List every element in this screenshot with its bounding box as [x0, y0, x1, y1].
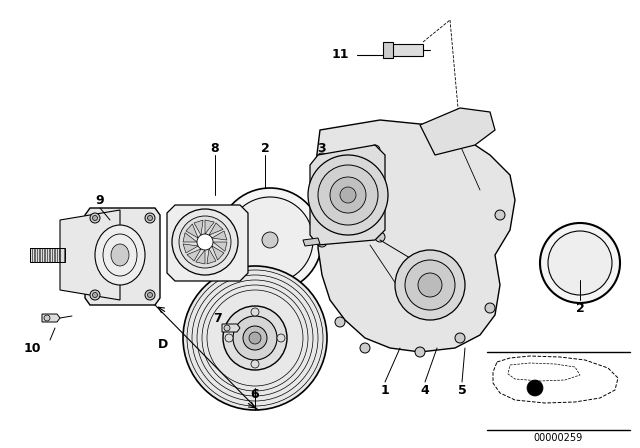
Text: 2: 2	[260, 142, 269, 155]
Polygon shape	[383, 42, 393, 58]
Text: 11: 11	[332, 48, 349, 61]
Circle shape	[224, 325, 230, 331]
Circle shape	[93, 215, 97, 220]
Polygon shape	[60, 248, 64, 262]
Circle shape	[93, 293, 97, 297]
Circle shape	[375, 232, 385, 242]
Polygon shape	[50, 248, 54, 262]
Circle shape	[330, 177, 366, 213]
Polygon shape	[196, 250, 205, 264]
Circle shape	[405, 260, 455, 310]
Text: 00000259: 00000259	[533, 433, 582, 443]
Circle shape	[243, 326, 267, 350]
Text: 10: 10	[23, 341, 41, 354]
Polygon shape	[213, 242, 227, 251]
Polygon shape	[85, 208, 160, 305]
Circle shape	[485, 303, 495, 313]
Circle shape	[233, 267, 241, 275]
Polygon shape	[35, 248, 39, 262]
Text: 9: 9	[96, 194, 104, 207]
Polygon shape	[186, 224, 198, 238]
Polygon shape	[167, 205, 248, 281]
Text: D: D	[158, 339, 168, 352]
Circle shape	[540, 223, 620, 303]
Polygon shape	[222, 324, 240, 332]
Circle shape	[317, 237, 327, 247]
Circle shape	[147, 293, 152, 297]
Ellipse shape	[95, 225, 145, 285]
Circle shape	[308, 155, 388, 235]
Text: 8: 8	[211, 142, 220, 155]
Circle shape	[218, 188, 322, 292]
Circle shape	[318, 165, 378, 225]
Circle shape	[317, 153, 327, 163]
Polygon shape	[420, 108, 495, 155]
Circle shape	[147, 215, 152, 220]
Polygon shape	[183, 244, 198, 253]
Ellipse shape	[111, 244, 129, 266]
Circle shape	[90, 213, 100, 223]
Polygon shape	[60, 210, 120, 300]
Circle shape	[197, 234, 213, 250]
Circle shape	[145, 290, 155, 300]
Circle shape	[174, 209, 182, 217]
Circle shape	[225, 334, 233, 342]
Ellipse shape	[60, 220, 120, 290]
Circle shape	[370, 145, 380, 155]
Polygon shape	[207, 249, 216, 264]
Circle shape	[395, 250, 465, 320]
Polygon shape	[45, 248, 49, 262]
Circle shape	[418, 273, 442, 297]
Text: 3: 3	[317, 142, 326, 155]
Circle shape	[495, 210, 505, 220]
Text: 4: 4	[420, 383, 429, 396]
Circle shape	[172, 209, 238, 275]
Polygon shape	[212, 246, 224, 260]
Polygon shape	[30, 248, 34, 262]
Polygon shape	[310, 145, 385, 245]
Polygon shape	[194, 220, 203, 235]
Polygon shape	[209, 223, 223, 235]
Text: 2: 2	[575, 302, 584, 314]
Text: 1: 1	[381, 383, 389, 396]
Circle shape	[415, 347, 425, 357]
Polygon shape	[40, 248, 44, 262]
Circle shape	[44, 315, 50, 321]
Circle shape	[174, 267, 182, 275]
Circle shape	[90, 290, 100, 300]
Circle shape	[233, 316, 277, 360]
Polygon shape	[303, 238, 320, 246]
Circle shape	[223, 306, 287, 370]
Polygon shape	[42, 314, 60, 322]
Circle shape	[179, 216, 231, 268]
Circle shape	[233, 209, 241, 217]
Circle shape	[455, 135, 465, 145]
Circle shape	[277, 334, 285, 342]
Circle shape	[183, 266, 327, 410]
Polygon shape	[385, 44, 423, 56]
Circle shape	[455, 333, 465, 343]
Polygon shape	[212, 231, 227, 240]
Circle shape	[145, 213, 155, 223]
Circle shape	[360, 343, 370, 353]
Circle shape	[340, 187, 356, 203]
Circle shape	[249, 332, 261, 344]
Polygon shape	[55, 248, 59, 262]
Circle shape	[548, 231, 612, 295]
Polygon shape	[315, 120, 515, 352]
Circle shape	[251, 360, 259, 368]
Circle shape	[227, 197, 313, 283]
Text: 5: 5	[458, 383, 467, 396]
Text: 7: 7	[214, 311, 222, 324]
Polygon shape	[183, 233, 197, 242]
Polygon shape	[205, 220, 214, 234]
Text: 6: 6	[251, 388, 259, 401]
Circle shape	[262, 232, 278, 248]
Circle shape	[251, 308, 259, 316]
Circle shape	[527, 380, 543, 396]
Polygon shape	[187, 249, 201, 261]
Circle shape	[335, 317, 345, 327]
